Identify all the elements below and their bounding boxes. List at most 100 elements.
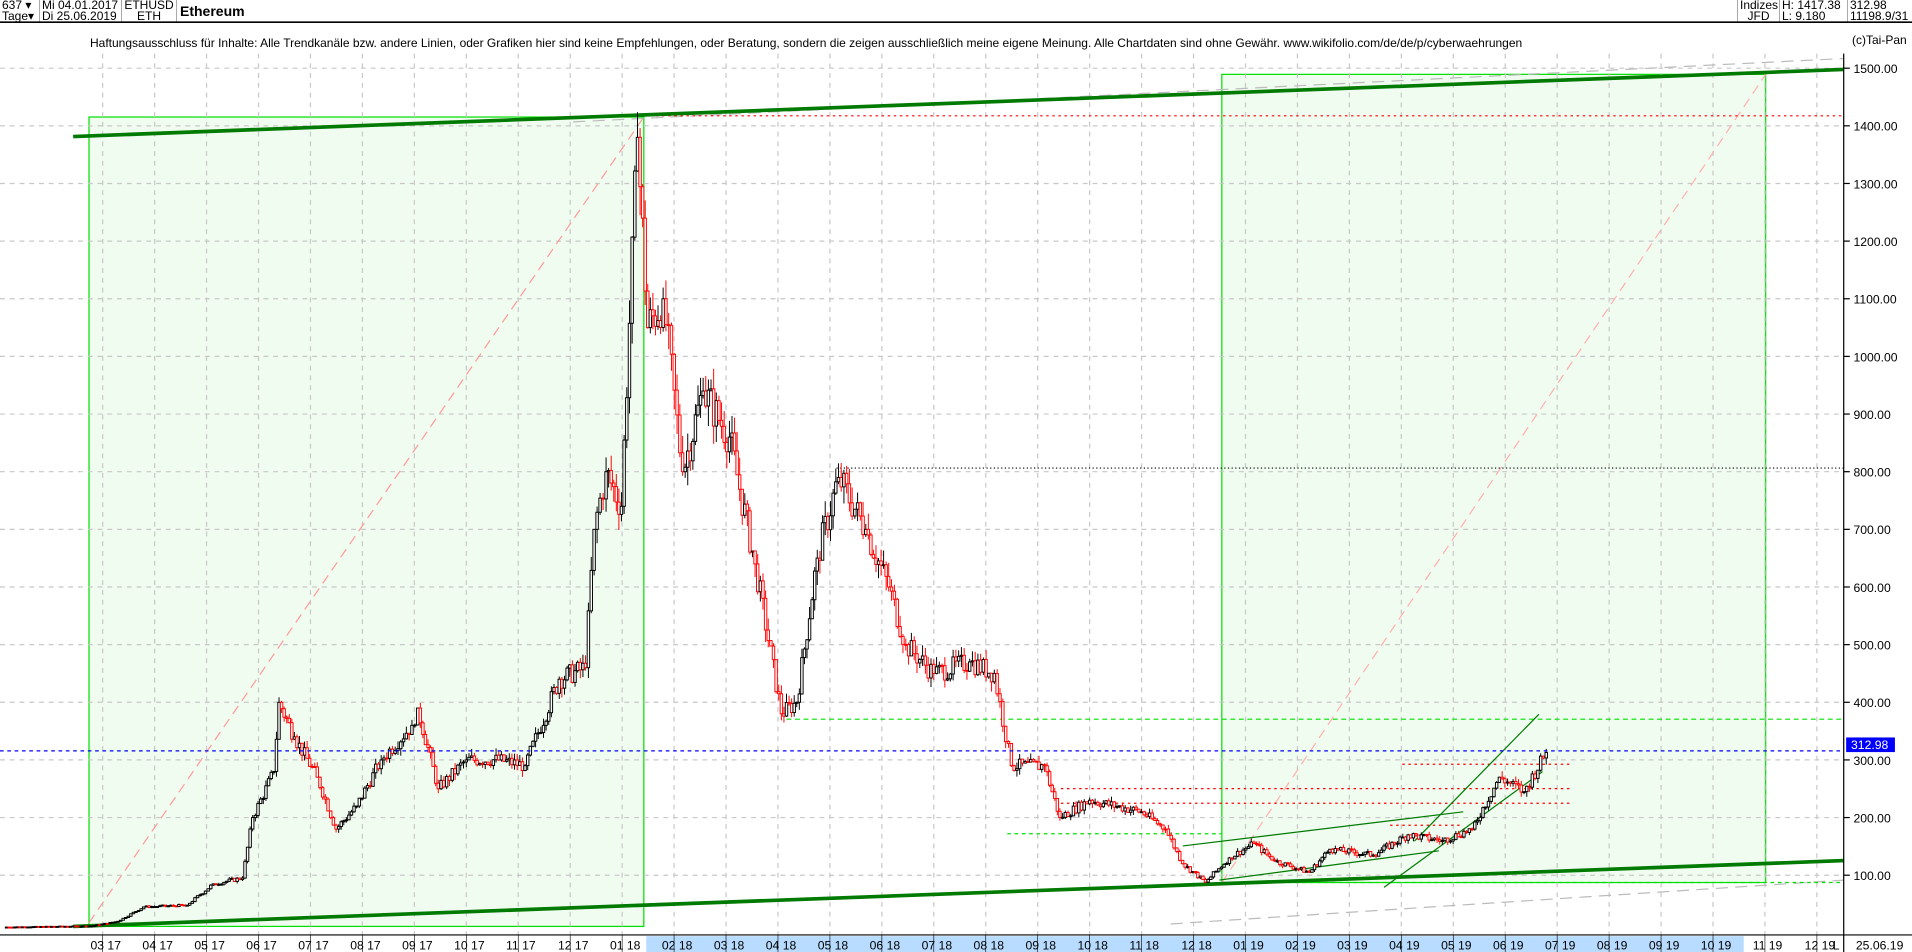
candle xyxy=(245,846,250,862)
candle xyxy=(1145,814,1149,818)
candle xyxy=(1244,847,1248,851)
candle xyxy=(984,659,988,678)
candle xyxy=(1366,851,1370,854)
candle xyxy=(1503,778,1507,784)
candle xyxy=(573,670,577,683)
candle xyxy=(1462,830,1466,838)
candle xyxy=(1525,785,1529,793)
candle xyxy=(1544,751,1548,759)
footer-mode[interactable]: L xyxy=(1833,939,1840,952)
y-tick-label: 400.00 xyxy=(1853,696,1891,710)
x-tick-label: 05 19 xyxy=(1441,939,1472,952)
candle xyxy=(295,736,299,749)
candle xyxy=(103,922,107,925)
candle xyxy=(1201,875,1205,880)
candle xyxy=(1069,815,1073,818)
candle xyxy=(1403,836,1408,841)
candle xyxy=(583,662,588,669)
candle xyxy=(442,779,446,788)
candle xyxy=(31,926,35,929)
candle xyxy=(1249,841,1253,848)
candle xyxy=(1341,846,1346,853)
x-tick-label: 05 18 xyxy=(818,939,849,952)
candle xyxy=(807,618,812,641)
candle xyxy=(595,511,599,530)
candle xyxy=(1344,851,1348,854)
candle xyxy=(1481,807,1485,818)
candle xyxy=(967,661,972,672)
candle xyxy=(1355,852,1359,856)
candle xyxy=(428,746,433,753)
bar-count-select[interactable]: 637 ▾ Tage▾ xyxy=(0,0,40,22)
candle xyxy=(1443,837,1447,842)
candle xyxy=(1206,878,1210,883)
x-tick-label: 04 18 xyxy=(766,939,797,952)
candle xyxy=(1042,764,1047,767)
candle xyxy=(320,787,325,798)
candle xyxy=(318,776,322,789)
candle xyxy=(1527,785,1532,788)
candle xyxy=(664,298,668,326)
candle xyxy=(656,320,660,327)
x-tick-label: 03 17 xyxy=(90,939,121,952)
trend-line-4 xyxy=(1414,713,1540,842)
candle xyxy=(1020,758,1025,764)
candle xyxy=(290,722,294,740)
x-tick-label: 11 19 xyxy=(1753,939,1783,952)
candle xyxy=(502,754,506,762)
candle xyxy=(1241,849,1245,855)
candle xyxy=(1235,850,1240,857)
candle xyxy=(1486,800,1491,808)
candle xyxy=(1307,870,1312,873)
candle xyxy=(177,903,181,908)
candle xyxy=(633,170,637,238)
candle xyxy=(287,717,291,724)
candle xyxy=(889,586,894,592)
candle xyxy=(74,925,78,928)
y-axis: 100.00 200.00 300.00 400.00 500.00 600.00 700.… xyxy=(1843,62,1898,883)
y-tick-label: 1100.00 xyxy=(1853,293,1896,307)
candle xyxy=(617,501,621,515)
candle xyxy=(349,811,354,816)
candle xyxy=(136,910,141,913)
candle xyxy=(1492,787,1496,798)
candle xyxy=(646,290,650,329)
candle xyxy=(1217,868,1221,872)
candle xyxy=(264,785,268,799)
x-tick-label: 02 19 xyxy=(1285,939,1316,952)
candle xyxy=(323,796,328,800)
candle xyxy=(932,663,936,674)
candle xyxy=(416,707,420,726)
candle xyxy=(1120,805,1125,812)
candle xyxy=(683,466,687,473)
candle xyxy=(1294,868,1298,871)
candle xyxy=(190,901,195,904)
candle xyxy=(50,925,54,928)
candle xyxy=(869,534,873,555)
candle xyxy=(1489,796,1493,802)
candle xyxy=(1079,801,1084,811)
candle xyxy=(1430,839,1434,842)
candle xyxy=(929,663,933,679)
candle xyxy=(124,917,128,919)
candle xyxy=(334,824,338,830)
candle xyxy=(28,926,33,929)
candle xyxy=(1422,833,1426,836)
candle xyxy=(147,905,151,908)
candle xyxy=(714,400,718,427)
candle xyxy=(1001,701,1005,727)
candle xyxy=(1227,857,1232,864)
candle xyxy=(648,309,653,329)
date-range[interactable]: Mi 04.01.2017 Di 25.06.2019 xyxy=(40,0,122,22)
candle xyxy=(307,757,312,767)
candle xyxy=(1291,866,1296,870)
candle xyxy=(55,925,59,928)
candle xyxy=(34,925,38,928)
candle xyxy=(155,906,159,909)
candle xyxy=(1045,765,1049,773)
candle xyxy=(1470,828,1474,831)
candle xyxy=(592,528,596,571)
x-tick-label: 09 19 xyxy=(1649,939,1680,952)
x-tick-label: 03 19 xyxy=(1337,939,1368,952)
